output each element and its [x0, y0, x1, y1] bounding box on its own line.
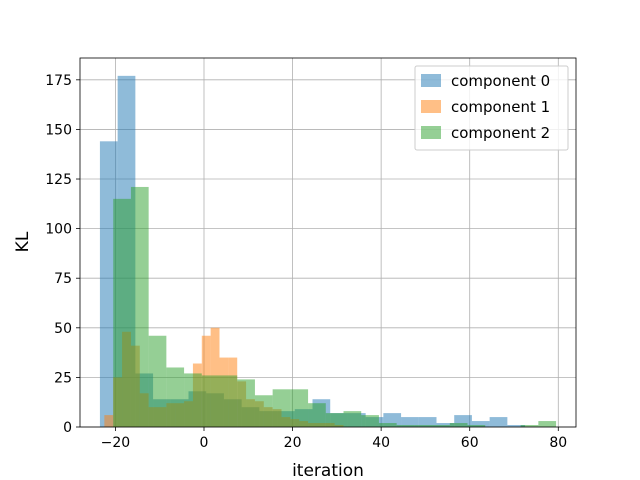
y-tick-label: 25 — [54, 370, 72, 386]
y-tick-label: 125 — [45, 172, 72, 188]
histogram-bar-series-2 — [432, 425, 450, 427]
legend-label: component 2 — [451, 124, 550, 142]
histogram-bar-series-2 — [237, 379, 255, 427]
x-tick-label: 80 — [549, 435, 567, 451]
histogram-bar-series-0 — [401, 417, 419, 427]
legend: component 0 component 1 component 2 — [414, 65, 569, 151]
histogram-bar-series-2 — [325, 413, 344, 427]
x-tick-label: −20 — [101, 435, 131, 451]
histogram-bar-series-2 — [272, 389, 291, 427]
histogram-bar-series-2 — [378, 423, 397, 427]
histogram-bar-series-2 — [467, 425, 486, 427]
x-tick-label: 40 — [372, 435, 390, 451]
legend-label: component 0 — [451, 72, 550, 90]
y-tick-label: 50 — [54, 321, 72, 337]
histogram-bar-series-0 — [507, 425, 526, 427]
histogram-bar-series-2 — [520, 425, 539, 427]
histogram-bar-series-2 — [184, 373, 202, 427]
y-tick-label: 0 — [63, 420, 72, 436]
histogram-bar-series-0 — [471, 421, 490, 427]
histogram-bar-series-2 — [343, 411, 362, 427]
histogram-bar-series-0 — [489, 417, 508, 427]
y-axis-label: KL — [13, 231, 33, 252]
histogram-bar-series-2 — [396, 425, 415, 427]
legend-swatch — [421, 100, 441, 113]
histogram-bar-series-0 — [418, 417, 437, 427]
histogram-bar-series-2 — [113, 198, 131, 427]
histogram-bar-series-1 — [104, 415, 114, 427]
histogram-bar-series-2 — [308, 403, 326, 427]
histogram-bar-series-2 — [148, 335, 167, 427]
x-axis-label: iteration — [292, 461, 364, 480]
y-tick-label: 75 — [54, 271, 72, 287]
legend-swatch — [421, 126, 441, 139]
histogram-bar-series-2 — [538, 421, 557, 427]
histogram-bar-series-2 — [166, 367, 185, 427]
histogram-bar-series-2 — [219, 375, 238, 427]
x-tick-label: 0 — [200, 435, 209, 451]
y-tick-label: 175 — [45, 73, 72, 89]
histogram-bar-series-0 — [454, 415, 472, 427]
histogram-bar-series-0 — [436, 423, 455, 427]
plot-frame — [79, 57, 577, 428]
histogram-bar-series-2 — [130, 186, 149, 427]
histogram-bar-series-2 — [254, 395, 273, 427]
legend-box — [414, 65, 569, 151]
x-tick-label: 20 — [284, 435, 302, 451]
axis-ticks: −20 0 20 40 60 80 0 25 50 75 100 125 150 175 — [45, 73, 567, 451]
histogram-bar-series-2 — [449, 423, 468, 427]
histogram-bar-series-2 — [290, 389, 309, 427]
legend-swatch — [421, 74, 441, 87]
histogram-bar-series-2 — [414, 425, 433, 427]
y-tick-label: 150 — [45, 122, 72, 138]
histogram-bars — [99, 75, 557, 428]
histogram-bar-series-2 — [361, 415, 379, 427]
x-tick-label: 60 — [461, 435, 479, 451]
histogram-bar-series-2 — [201, 375, 220, 427]
legend-label: component 1 — [451, 98, 550, 116]
y-tick-label: 100 — [45, 222, 72, 238]
